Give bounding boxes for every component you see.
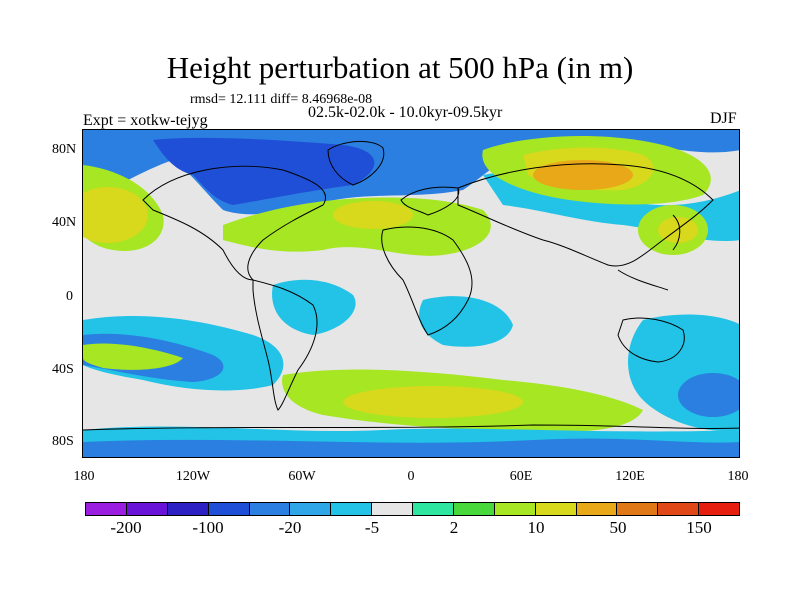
lon-label-0: 0: [407, 469, 415, 484]
colorbar-label: 10: [527, 518, 545, 537]
plot-title: Height perturbation at 500 hPa (in m): [166, 50, 634, 85]
lat-label-40n: 40N: [52, 215, 77, 230]
colorbar-box: [167, 503, 209, 515]
stats-line: rmsd= 12.111 diff= 8.46968e-08: [190, 92, 373, 107]
colorbar-box: [86, 503, 127, 515]
colorbar-label: -200: [110, 518, 142, 537]
siberian-peak: [533, 160, 633, 190]
colorbar-label: -20: [278, 518, 302, 537]
colorbar-label: -5: [364, 518, 380, 537]
colorbar-box: [576, 503, 618, 515]
colorbar-label: 150: [686, 518, 712, 537]
lon-label-60e: 60E: [509, 469, 533, 484]
colorbar-box: [494, 503, 536, 515]
colorbar-box: [453, 503, 495, 515]
lat-label-80s: 80S: [52, 434, 74, 449]
lat-label-80n: 80N: [52, 142, 77, 157]
experiment-label: Expt = xotkw-tejyg: [83, 112, 208, 129]
lon-label-120e: 120E: [615, 469, 645, 484]
colorbar-box: [658, 503, 700, 515]
colorbar-box: [290, 503, 332, 515]
colorbar-box: [535, 503, 577, 515]
north-pacific-positive-core: [83, 187, 148, 243]
lon-label-180e: 180: [727, 469, 749, 484]
lon-label-180w: 180: [73, 469, 95, 484]
coastlines: [83, 141, 739, 431]
period-label: 02.5k-02.0k - 10.0kyr-09.5kyr: [308, 104, 503, 121]
colorbar-box: [126, 503, 168, 515]
lon-label-60w: 60W: [288, 469, 316, 484]
height-perturbation-map: [83, 130, 739, 457]
south-pacific-dark-blue-core: [678, 373, 739, 417]
southern-ocean-positive-core: [343, 386, 523, 418]
colorbar-box: [413, 503, 454, 515]
colorbar-box: [617, 503, 659, 515]
colorbar-box: [699, 503, 739, 515]
colorbar-label: 50: [609, 518, 627, 537]
colorbar-label: -100: [192, 518, 224, 537]
antarctic-blue-core: [83, 438, 739, 457]
colorbar-box: [331, 503, 373, 515]
lat-label-eq: 0: [66, 289, 73, 304]
colorbar-label: 2: [449, 518, 459, 537]
colorbar-box: [249, 503, 291, 515]
colorbar: [85, 502, 740, 516]
lat-label-40s: 40S: [52, 362, 74, 377]
season-label: DJF: [710, 110, 737, 127]
map-panel: [82, 129, 740, 458]
lon-label-120w: 120W: [175, 469, 211, 484]
colorbar-box: [372, 503, 413, 515]
south-atlantic-cyan-patch: [419, 296, 513, 347]
colorbar-box: [208, 503, 250, 515]
north-atlantic-positive-core: [333, 201, 413, 229]
south-west-positive-band: [83, 343, 183, 370]
northern-dark-blue-core: [153, 137, 375, 205]
